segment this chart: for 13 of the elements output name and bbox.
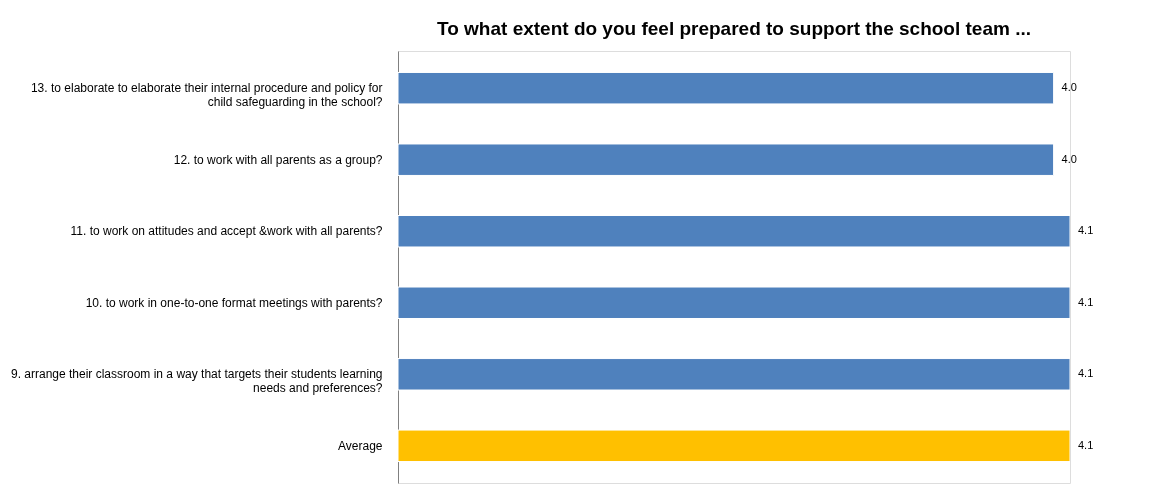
y-tick-label: 9. arrange their classroom in a way that targets their students learning needs and preferences? — [10, 367, 383, 396]
data-label: 4.0 — [1061, 81, 1077, 94]
data-label: 4.0 — [1061, 152, 1077, 165]
y-tick-label: 12. to work with all parents as a group? — [173, 152, 383, 167]
data-label: 4.1 — [1078, 367, 1094, 380]
y-tick-label: 11. to work on attitudes and accept &work with all parents? — [70, 224, 383, 239]
y-tick-label: 13. to elaborate to elaborate their internal procedure and policy for child safeguarding in the school? — [30, 81, 383, 110]
y-tick-label: Average — [338, 438, 383, 453]
data-label: 4.1 — [1078, 438, 1094, 451]
chart-title: To what extent do you feel prepared to support the school team ... — [437, 18, 1031, 39]
y-tick-label: 10. to work in one-to-one format meetings with parents? — [85, 295, 383, 310]
data-label: 4.1 — [1078, 224, 1094, 237]
data-label: 4.1 — [1078, 295, 1094, 308]
